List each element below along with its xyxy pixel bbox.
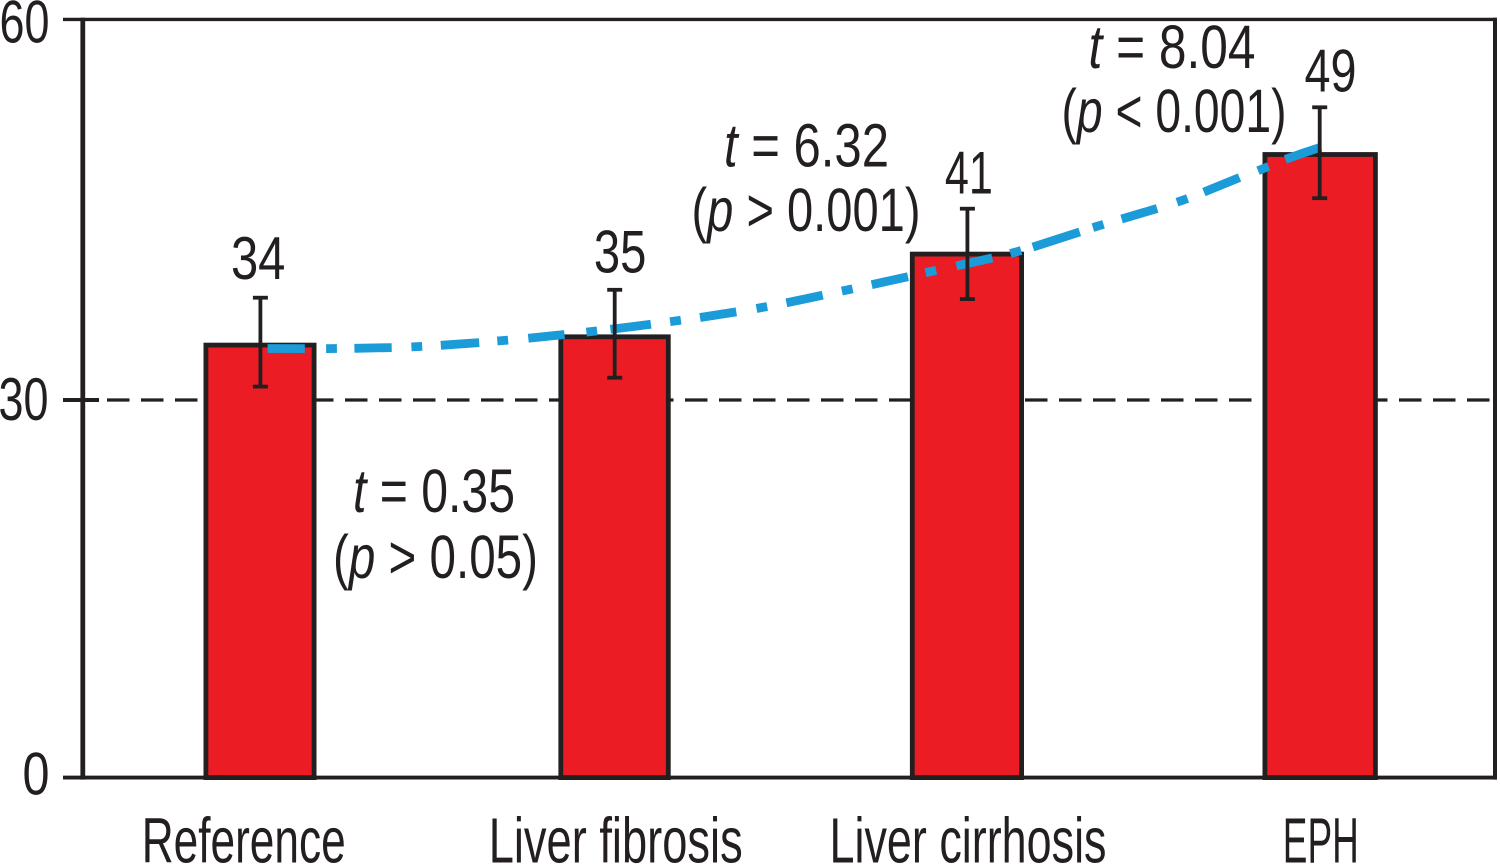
svg-text:0: 0 — [23, 741, 50, 808]
svg-text:(p > 0.05): (p > 0.05) — [333, 523, 538, 591]
svg-text:t = 8.04: t = 8.04 — [1089, 13, 1256, 81]
svg-text:60: 60 — [0, 0, 50, 55]
svg-text:35: 35 — [594, 219, 647, 286]
svg-text:Liver cirrhosis: Liver cirrhosis — [830, 805, 1107, 866]
svg-text:34: 34 — [231, 225, 286, 292]
svg-text:(p > 0.001): (p > 0.001) — [692, 176, 921, 244]
svg-text:41: 41 — [945, 140, 993, 207]
svg-text:t = 0.35: t = 0.35 — [353, 457, 515, 525]
svg-text:(p < 0.001): (p < 0.001) — [1062, 77, 1287, 145]
svg-text:t = 6.32: t = 6.32 — [724, 112, 889, 180]
svg-text:Liver fibrosis: Liver fibrosis — [489, 805, 743, 866]
svg-text:49: 49 — [1305, 38, 1357, 105]
svg-text:30: 30 — [0, 366, 49, 433]
svg-text:EPH: EPH — [1283, 805, 1359, 866]
svg-text:Reference: Reference — [142, 805, 346, 866]
